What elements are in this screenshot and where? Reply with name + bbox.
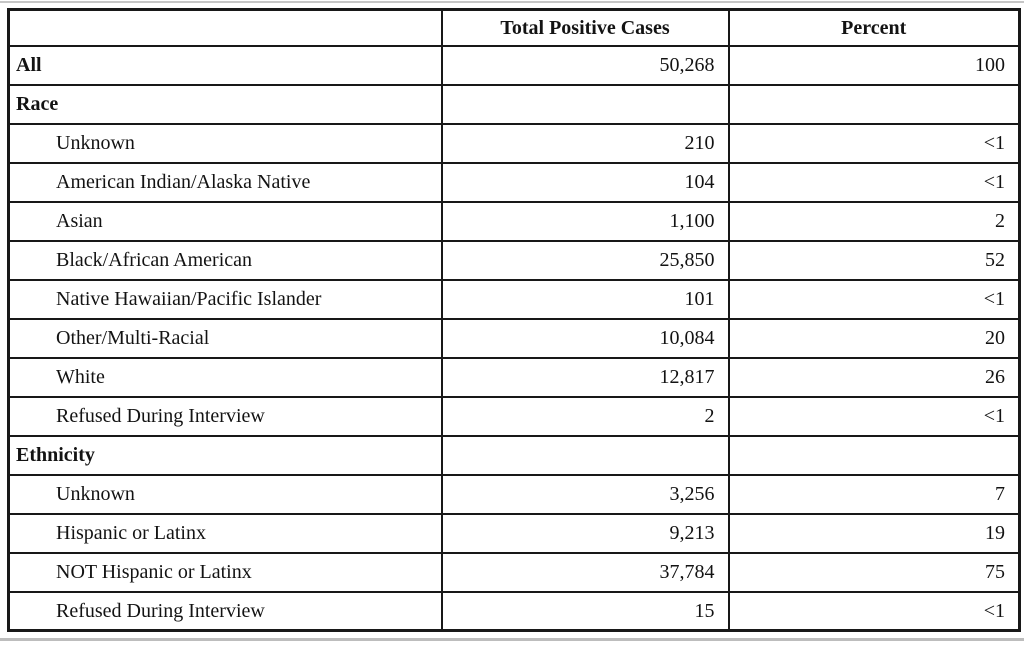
table-row: Unknown 210 <1 (7, 122, 1021, 164)
row-category-label: White (7, 356, 443, 398)
row-category-label: Asian (7, 200, 443, 242)
row-total-cases-value: 2 (440, 395, 730, 437)
row-percent-value (727, 434, 1021, 476)
header-cell-blank (7, 8, 443, 47)
row-percent-value: 19 (727, 512, 1021, 554)
row-total-cases-value: 37,784 (440, 551, 730, 593)
row-percent-value: 2 (727, 200, 1021, 242)
row-category-label: Refused During Interview (7, 590, 443, 632)
row-total-cases-value: 15 (440, 590, 730, 632)
table-row: White 12,817 26 (7, 356, 1021, 398)
table-row: Asian 1,100 2 (7, 200, 1021, 242)
row-percent-value: <1 (727, 590, 1021, 632)
row-total-cases-value: 1,100 (440, 200, 730, 242)
row-percent-value: <1 (727, 278, 1021, 320)
row-percent-value: 75 (727, 551, 1021, 593)
header-cell-total-positive-cases: Total Positive Cases (440, 8, 730, 47)
row-category-label: Refused During Interview (7, 395, 443, 437)
table-row: Ethnicity (7, 434, 1021, 476)
row-category-label: Unknown (7, 122, 443, 164)
row-category-label: Native Hawaiian/Pacific Islander (7, 278, 443, 320)
row-total-cases-value: 9,213 (440, 512, 730, 554)
row-total-cases-value: 3,256 (440, 473, 730, 515)
row-category-label: Hispanic or Latinx (7, 512, 443, 554)
row-percent-value: <1 (727, 122, 1021, 164)
table-row: American Indian/Alaska Native 104 <1 (7, 161, 1021, 203)
row-percent-value: <1 (727, 395, 1021, 437)
header-cell-percent: Percent (727, 8, 1021, 47)
table-row: Refused During Interview 15 <1 (7, 590, 1021, 632)
row-category-label: NOT Hispanic or Latinx (7, 551, 443, 593)
row-category-label: Unknown (7, 473, 443, 515)
header-row: Total Positive Cases Percent (7, 8, 1021, 47)
row-total-cases-value (440, 83, 730, 125)
row-total-cases-value: 101 (440, 278, 730, 320)
row-percent-value: 26 (727, 356, 1021, 398)
positive-cases-table: Total Positive Cases Percent All 50,268 … (7, 8, 1021, 632)
row-total-cases-value (440, 434, 730, 476)
row-total-cases-value: 50,268 (440, 44, 730, 86)
row-total-cases-value: 12,817 (440, 356, 730, 398)
table-row: Native Hawaiian/Pacific Islander 101 <1 (7, 278, 1021, 320)
row-percent-value: <1 (727, 161, 1021, 203)
table-row: All 50,268 100 (7, 44, 1021, 86)
table-row: Unknown 3,256 7 (7, 473, 1021, 515)
row-total-cases-value: 210 (440, 122, 730, 164)
row-percent-value: 100 (727, 44, 1021, 86)
row-percent-value (727, 83, 1021, 125)
table-body: All 50,268 100 Race Unknown 210 <1 Ameri… (7, 44, 1021, 632)
row-percent-value: 7 (727, 473, 1021, 515)
row-category-label: Other/Multi-Racial (7, 317, 443, 359)
table-header: Total Positive Cases Percent (7, 8, 1021, 47)
table-row: Black/African American 25,850 52 (7, 239, 1021, 281)
row-category-label: All (7, 44, 443, 86)
scan-artifact-line-top (0, 1, 1024, 3)
row-total-cases-value: 25,850 (440, 239, 730, 281)
row-total-cases-value: 104 (440, 161, 730, 203)
table-row: NOT Hispanic or Latinx 37,784 75 (7, 551, 1021, 593)
row-category-label: Ethnicity (7, 434, 443, 476)
row-percent-value: 52 (727, 239, 1021, 281)
table-row: Refused During Interview 2 <1 (7, 395, 1021, 437)
table-row: Hispanic or Latinx 9,213 19 (7, 512, 1021, 554)
row-category-label: Black/African American (7, 239, 443, 281)
row-category-label: Race (7, 83, 443, 125)
row-category-label: American Indian/Alaska Native (7, 161, 443, 203)
row-total-cases-value: 10,084 (440, 317, 730, 359)
row-percent-value: 20 (727, 317, 1021, 359)
table-row: Other/Multi-Racial 10,084 20 (7, 317, 1021, 359)
scan-artifact-line-bottom (0, 638, 1024, 641)
table-row: Race (7, 83, 1021, 125)
